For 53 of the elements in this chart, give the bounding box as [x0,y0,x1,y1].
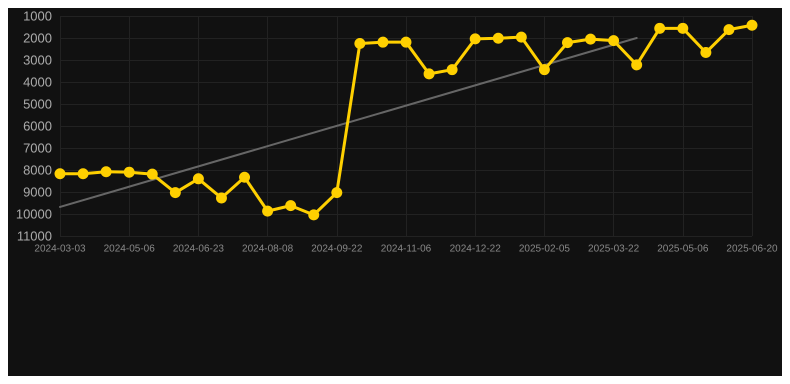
y-tick-label: 3000 [23,52,52,68]
point [562,37,573,48]
y-tick-label: 1000 [23,8,52,24]
point [516,32,527,43]
x-tick-label: 2024-03-03 [34,244,86,254]
point [308,209,320,220]
y-tick-label: 5000 [23,96,52,112]
x-tick-label: 2024-09-22 [311,244,363,254]
y-tick-label: 11000 [16,228,52,244]
point [446,64,458,76]
point [192,173,204,184]
point [492,32,504,44]
point [746,20,758,31]
y-tick-label: 8000 [23,162,52,178]
point [78,168,89,180]
point [146,168,158,180]
point [585,34,596,45]
y-tick-label: 2000 [23,30,52,46]
y-tick-label: 10000 [16,206,52,222]
point [400,36,412,48]
point [124,166,135,178]
x-tick-label: 2024-11-06 [380,244,432,254]
x-tick-label: 2025-05-06 [657,244,709,254]
x-tick-label: 2024-06-23 [172,244,224,254]
y-tick-label: 4000 [23,74,52,90]
point [239,172,250,183]
x-tick-label: 2025-02-05 [518,244,570,254]
point [608,35,620,46]
point [170,187,181,198]
point [285,200,296,212]
y-tick-label: 7000 [23,140,52,156]
point [538,64,550,76]
x-tick-label: 2024-08-08 [242,244,294,254]
x-tick-label: 2025-03-22 [588,244,640,254]
point [470,33,481,44]
y-tick-label: 6000 [23,118,52,134]
point [723,24,734,36]
point [54,168,66,180]
x-tick-label: 2025-06-20 [726,244,778,254]
x-tick-label: 2024-05-06 [104,244,156,254]
point [654,22,666,34]
point [631,59,642,70]
point [100,166,112,178]
point [700,47,712,58]
point [216,192,227,204]
point [677,22,688,34]
point [331,187,342,198]
point [377,36,388,48]
point [424,68,435,80]
point [354,38,366,49]
point [262,206,274,217]
y-tick-label: 9000 [23,184,52,200]
x-tick-label: 2024-12-22 [450,244,502,254]
